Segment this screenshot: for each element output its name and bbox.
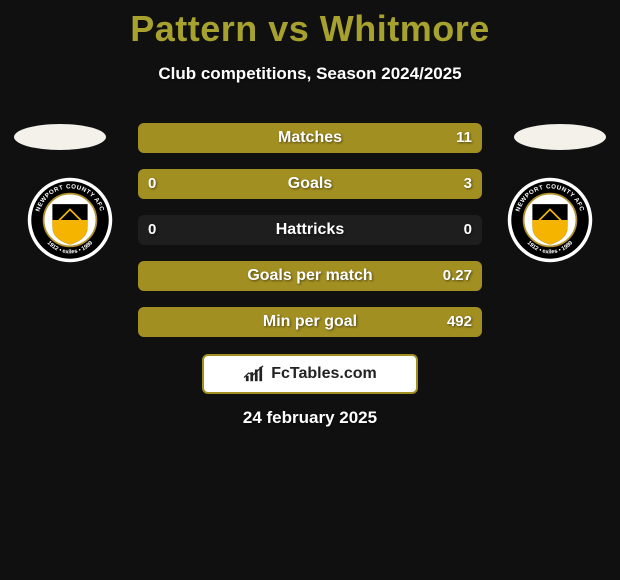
stat-label: Goals [138,169,482,199]
stat-value-left: 0 [148,215,156,245]
stat-row: Matches11 [138,123,482,153]
brand-text: FcTables.com [271,365,377,383]
club-crest-right: NEWPORT COUNTY AFC 1912 • exiles • 1989 [506,176,594,264]
stat-row: Hattricks0 0 [138,215,482,245]
stat-value-right: 3 [464,169,472,199]
stats-table: Matches11Goals03Hattricks00Goals per mat… [138,123,482,353]
stat-row: Goals0 3 [138,169,482,199]
stat-value-right: 492 [447,307,472,337]
subtitle: Club competitions, Season 2024/2025 [0,64,620,84]
stat-value-right: 0.27 [443,261,472,291]
stat-label: Goals per match [138,261,482,291]
stat-value-left: 0 [148,169,156,199]
stat-label: Matches [138,123,482,153]
comparison-card: Pattern vs Whitmore Club competitions, S… [0,0,620,580]
player-photo-placeholder-right [514,124,606,150]
page-title: Pattern vs Whitmore [0,0,620,50]
stat-label: Hattricks [138,215,482,245]
stat-label: Min per goal [138,307,482,337]
stat-row: Min per goal492 [138,307,482,337]
date-text: 24 february 2025 [0,408,620,428]
stat-value-right: 11 [456,123,472,153]
stat-value-right: 0 [464,215,472,245]
brand-badge[interactable]: FcTables.com [202,354,418,394]
player-photo-placeholder-left [14,124,106,150]
stat-row: Goals per match0.27 [138,261,482,291]
club-crest-left: NEWPORT COUNTY AFC 1912 • exiles • 1989 [26,176,114,264]
chart-icon [243,365,265,383]
